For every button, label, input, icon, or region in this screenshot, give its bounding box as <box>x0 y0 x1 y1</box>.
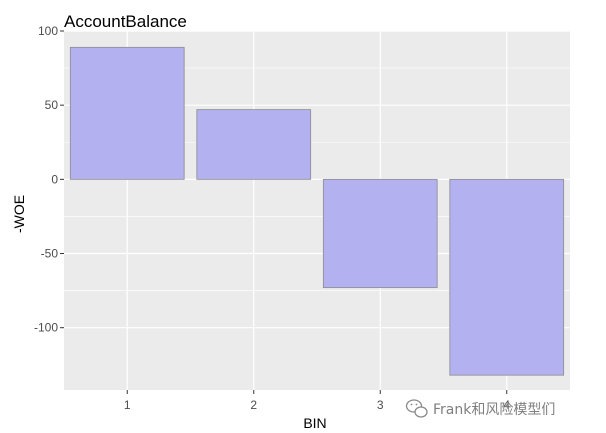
x-tick-label: 1 <box>124 398 131 412</box>
y-tick-label: 50 <box>45 98 59 112</box>
bar <box>449 178 565 376</box>
watermark-text: Frank和风险模型们 <box>433 402 555 418</box>
y-axis-title: -WOE <box>11 195 27 233</box>
y-tick-label: -50 <box>41 247 59 261</box>
y-tick-labels: 100 50 0 -50 -100 <box>34 24 58 335</box>
bar <box>69 46 185 180</box>
watermark: Frank和风险模型们 <box>405 399 555 418</box>
y-tick-label: -100 <box>34 321 58 335</box>
bars <box>69 46 565 376</box>
x-tick-label: 3 <box>377 398 384 412</box>
x-tick-label: 2 <box>250 398 257 412</box>
bar <box>196 109 312 180</box>
x-tick-labels: 1 2 3 4 <box>124 398 511 412</box>
y-tick-label: 100 <box>38 24 58 38</box>
x-tick-marks <box>126 390 508 394</box>
x-axis-title: BIN <box>303 415 326 431</box>
chart-title: AccountBalance <box>64 12 187 31</box>
y-tick-marks <box>60 30 64 329</box>
bar <box>322 178 438 289</box>
y-tick-label: 0 <box>51 172 58 186</box>
x-tick-label: 4 <box>503 398 510 412</box>
wechat-icon <box>405 399 428 418</box>
